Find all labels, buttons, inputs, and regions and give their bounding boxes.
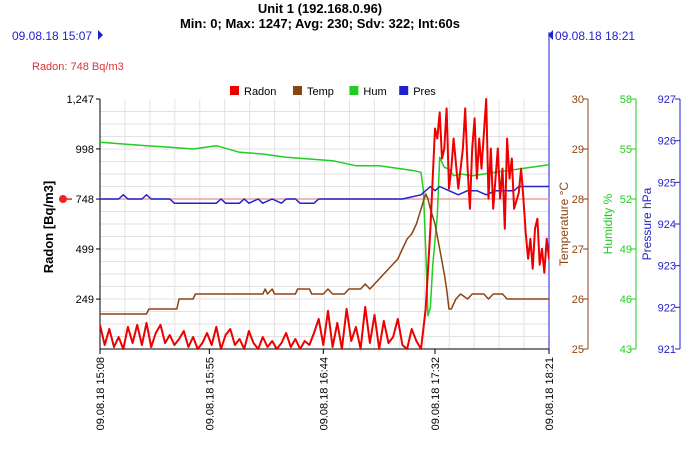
x-axis-tick-label: 09.08.18 15:55 xyxy=(204,357,216,430)
x-axis-tick-label: 09.08.18 16:44 xyxy=(318,357,330,430)
x-axis-tick-label: 09.08.18 18:21 xyxy=(544,357,556,430)
series-line-temp xyxy=(100,193,549,315)
pres-axis-label: Pressure hPa xyxy=(640,187,654,260)
legend-label-radon: Radon xyxy=(244,86,276,98)
legend-label-temp: Temp xyxy=(307,86,334,98)
range-start-marker xyxy=(98,30,103,40)
x-axis-tick-label: 09.08.18 17:32 xyxy=(430,357,442,430)
hum-axis-tick-label: 49 xyxy=(620,244,632,256)
grid xyxy=(100,99,549,349)
series-group xyxy=(100,98,549,350)
current-reading: Radon: 748 Bq/m3 xyxy=(32,61,124,73)
hum-axis-tick-label: 43 xyxy=(620,344,632,356)
legend-swatch-hum xyxy=(349,86,359,95)
pres-axis-tick-label: 924 xyxy=(658,219,676,231)
pres-axis-tick-label: 921 xyxy=(658,344,676,356)
x-axis-tick-label: 09.08.18 15:08 xyxy=(95,357,107,430)
radon-axis-tick-label: 249 xyxy=(76,294,94,306)
series-line-radon xyxy=(100,98,549,350)
chart-stats: Min: 0; Max: 1247; Avg: 230; Sdv: 322; I… xyxy=(180,16,460,31)
temp-axis-tick-label: 29 xyxy=(572,144,584,156)
pres-axis-tick-label: 922 xyxy=(658,302,676,314)
chart-title: Unit 1 (192.168.0.96) xyxy=(258,1,382,16)
legend: Radon Temp Hum Pres xyxy=(230,86,436,98)
radon-axis-tick-label: 499 xyxy=(76,244,94,256)
range-start-label: 09.08.18 15:07 xyxy=(12,29,92,43)
radon-axis-tick-label: 998 xyxy=(76,144,94,156)
pres-axis-tick-label: 927 xyxy=(658,94,676,106)
temp-axis-label: Temperature °C xyxy=(557,182,571,266)
legend-swatch-pres xyxy=(399,86,409,95)
range-end-label: 09.08.18 18:21 xyxy=(555,29,635,43)
radon-axis-label: Radon [Bq/m3] xyxy=(41,181,56,273)
temp-axis-tick-label: 28 xyxy=(572,194,584,206)
pres-axis-tick-label: 925 xyxy=(658,177,676,189)
temp-axis-tick-label: 27 xyxy=(572,244,584,256)
hum-axis-tick-label: 58 xyxy=(620,94,632,106)
hum-axis-label: Humidity % xyxy=(601,193,615,254)
pres-axis-tick-label: 926 xyxy=(658,136,676,148)
radon-axis-tick-label: 1,247 xyxy=(66,94,94,106)
hum-axis-tick-label: 55 xyxy=(620,144,632,156)
range-end-marker xyxy=(548,30,553,40)
legend-label-pres: Pres xyxy=(413,86,436,98)
hum-axis-tick-label: 46 xyxy=(620,294,632,306)
legend-label-hum: Hum xyxy=(363,86,386,98)
hum-axis-tick-label: 52 xyxy=(620,194,632,206)
axes: 249 499 748 998 1,247 Radon [Bq/m3] 25 26 27 28 29… xyxy=(41,32,681,430)
temp-axis-tick-label: 30 xyxy=(572,94,584,106)
temp-axis-tick-label: 25 xyxy=(572,344,584,356)
pres-axis-tick-label: 923 xyxy=(658,261,676,273)
legend-swatch-radon xyxy=(230,86,239,95)
radon-axis-tick-label: 748 xyxy=(76,194,94,206)
legend-swatch-temp xyxy=(293,86,302,95)
temp-axis-tick-label: 26 xyxy=(572,294,584,306)
series-line-pres xyxy=(100,185,549,204)
